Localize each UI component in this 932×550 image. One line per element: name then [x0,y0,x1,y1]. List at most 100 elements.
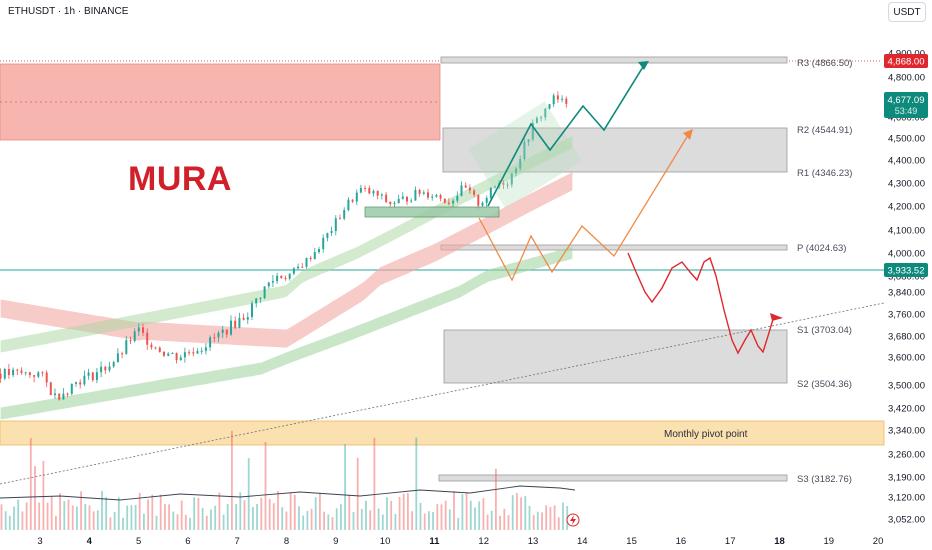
candle-body [552,95,555,105]
y-tick-label: 4,300.00 [888,179,925,190]
volume-bar [4,511,7,530]
volume-bar [503,508,506,530]
volume-bar [101,490,103,530]
volume-bar [113,512,116,530]
candle-body [91,372,94,381]
candle-body [83,375,86,385]
volume-bar [105,497,108,530]
candle-body [288,273,291,279]
volume-bar [298,506,300,530]
volume-bar [168,504,170,530]
candle-body [502,183,505,185]
monthly-pivot-zone [0,420,885,446]
volume-bar [340,504,342,530]
volume-bar [155,515,158,530]
volume-bar [164,504,166,530]
candle-body [397,198,400,204]
candle-body [305,257,308,267]
x-tick-label: 10 [380,536,391,547]
candle-body [355,192,358,202]
candle-body [263,286,266,298]
y-tick-label: 3,840.00 [888,288,925,299]
y-tick-label: 4,800.00 [888,73,925,84]
volume-bar [172,511,175,530]
volume-bar [277,491,279,530]
currency-selector[interactable]: USDT [888,2,926,22]
volume-bar [369,510,372,530]
candle-body [292,268,295,274]
monthly-pivot-label: Monthly pivot point [664,429,748,440]
green-line-tag-text: 3,933.52 [888,266,925,277]
x-tick-label: 19 [824,536,835,547]
volume-bar [184,514,187,530]
candle-body [16,369,19,371]
volume-bar [302,515,305,530]
volume-bar [159,494,162,530]
volume-bar [235,504,237,530]
x-tick-label: 11 [429,536,440,547]
candle-body [100,366,103,373]
volume-bar [67,499,70,530]
volume-bar [528,505,531,530]
rally-highlight [468,101,582,209]
volume-bar [76,506,78,530]
r2-label: R2 (4544.91) [797,125,852,136]
volume-bar [180,500,183,530]
volume-bar [260,497,263,530]
x-tick-label: 7 [235,536,240,547]
volume-bar [323,511,325,530]
volume-bar [419,502,422,530]
volume-bar [373,437,376,530]
volume-bar [348,495,351,530]
candle-body [435,195,438,197]
time-axis[interactable]: 3 4 5 6 7 8 9 10 11 12 13 14 15 16 17 18 19 20 [37,536,883,547]
volume-bar [402,493,405,530]
volume-bar [0,504,3,530]
candle-body [301,266,304,268]
candle-body [188,352,191,354]
x-tick-label: 16 [676,536,687,547]
volume-bar [17,499,20,530]
volume-bar [42,460,45,530]
volume-bar [511,495,514,530]
candle-body [297,266,300,269]
volume-bar [461,494,464,530]
r2-r1-zone [442,127,788,173]
candle-body [121,353,124,355]
x-tick-label: 14 [577,536,588,547]
volume-bar [545,505,548,530]
candle-body [535,118,538,123]
volume-bar [562,502,564,530]
volume-bar [55,515,57,530]
candle-body [347,199,350,210]
y-tick-label: 4,000.00 [888,249,925,260]
volume-bar [465,492,468,530]
volume-bar [197,497,200,530]
candle-body [183,352,186,358]
volume-bar [205,515,208,530]
candle-body [313,252,316,259]
mid-ma-band-green [0,136,573,353]
volume-bar [96,510,99,530]
candle-body [343,210,346,219]
candle-body [129,340,132,342]
candle-body [179,357,182,361]
candle-body [309,257,312,259]
price-axis[interactable]: 4,900.004,800.004,700.004,600.004,500.00… [888,49,925,526]
candle-body [410,200,413,202]
volume-bar [482,498,485,530]
candle-body [271,281,274,283]
projection-red-arrowhead [770,313,783,321]
candle-body [87,372,90,376]
candle-body [158,347,161,352]
candle-body [368,188,371,194]
volume-bar [306,511,309,530]
volume-bar [436,504,439,530]
y-tick-label: 4,400.00 [888,156,925,167]
slow-ma-band [0,246,573,420]
volume-bar [29,438,32,530]
x-tick-label: 17 [725,536,736,547]
x-tick-label: 8 [284,536,289,547]
